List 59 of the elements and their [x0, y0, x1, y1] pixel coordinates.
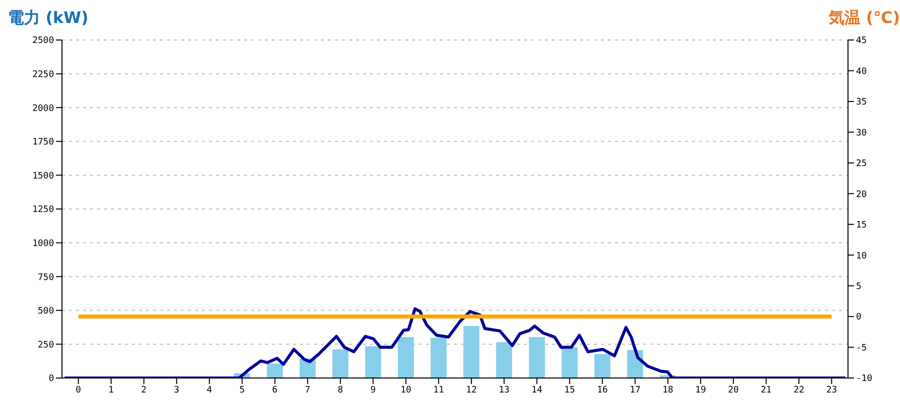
- y2-tick-label: -10: [856, 374, 872, 384]
- x-tick-label: 9: [370, 385, 376, 396]
- x-tick-label: 17: [630, 385, 641, 396]
- y-tick-label: 500: [38, 306, 54, 317]
- x-tick-label: 8: [338, 385, 344, 396]
- bar: [528, 337, 545, 378]
- y2-tick-label: 25: [856, 159, 867, 170]
- bar: [398, 337, 414, 378]
- x-tick-label: 21: [760, 385, 772, 396]
- y2-tick-label: 30: [856, 128, 867, 138]
- x-tick-label: 19: [695, 385, 706, 396]
- bar: [496, 342, 512, 378]
- y2-tick-label: 10: [856, 251, 867, 262]
- y2-tick-label: 45: [856, 36, 867, 46]
- y2-tick-label: -5: [856, 343, 867, 354]
- y2-tick-label: 0: [856, 312, 862, 323]
- bar: [266, 364, 283, 378]
- y-tick-label: 2250: [32, 70, 54, 80]
- y-tick-label: 250: [38, 340, 54, 350]
- y-axis-title: 電力 (kW): [8, 8, 88, 29]
- y-tick-label: 750: [38, 272, 54, 283]
- y-tick-label: 0: [48, 374, 54, 384]
- y-tick-label: 1750: [32, 138, 54, 148]
- y2-axis-title: 気温 (℃): [828, 8, 900, 29]
- x-tick-label: 10: [400, 385, 412, 396]
- x-tick-label: 3: [174, 385, 180, 396]
- x-tick-label: 4: [206, 385, 212, 396]
- x-tick-label: 1: [108, 385, 114, 396]
- x-tick-label: 11: [433, 385, 444, 396]
- x-tick-label: 14: [531, 385, 542, 396]
- x-tick-label: 23: [826, 385, 838, 396]
- y-tick-label: 1250: [32, 205, 54, 216]
- x-tick-label: 5: [239, 385, 245, 396]
- y2-tick-label: 40: [856, 66, 867, 77]
- bar: [562, 347, 578, 378]
- x-tick-label: 6: [272, 385, 278, 396]
- y2-tick-label: 15: [856, 220, 867, 231]
- x-tick-label: 22: [793, 385, 804, 396]
- x-tick-label: 13: [498, 385, 510, 396]
- x-tick-label: 16: [596, 385, 608, 396]
- y-tick-label: 2000: [32, 104, 54, 114]
- x-tick-label: 0: [76, 385, 82, 396]
- y2-tick-label: 20: [856, 190, 867, 200]
- x-tick-label: 18: [662, 385, 674, 396]
- y-tick-label: 1000: [32, 238, 54, 249]
- bar: [463, 326, 480, 378]
- x-tick-label: 7: [304, 385, 310, 396]
- bar: [332, 349, 348, 378]
- bar: [594, 354, 610, 378]
- y2-tick-label: 35: [856, 98, 867, 108]
- x-tick-label: 12: [466, 385, 477, 396]
- bar: [430, 338, 447, 378]
- x-tick-label: 2: [141, 385, 147, 396]
- x-tick-label: 20: [728, 385, 739, 396]
- y-tick-label: 2500: [32, 36, 54, 46]
- y-tick-label: 1500: [32, 171, 54, 182]
- y2-tick-label: 5: [856, 282, 862, 292]
- x-tick-label: 15: [564, 385, 576, 396]
- bar: [365, 346, 382, 378]
